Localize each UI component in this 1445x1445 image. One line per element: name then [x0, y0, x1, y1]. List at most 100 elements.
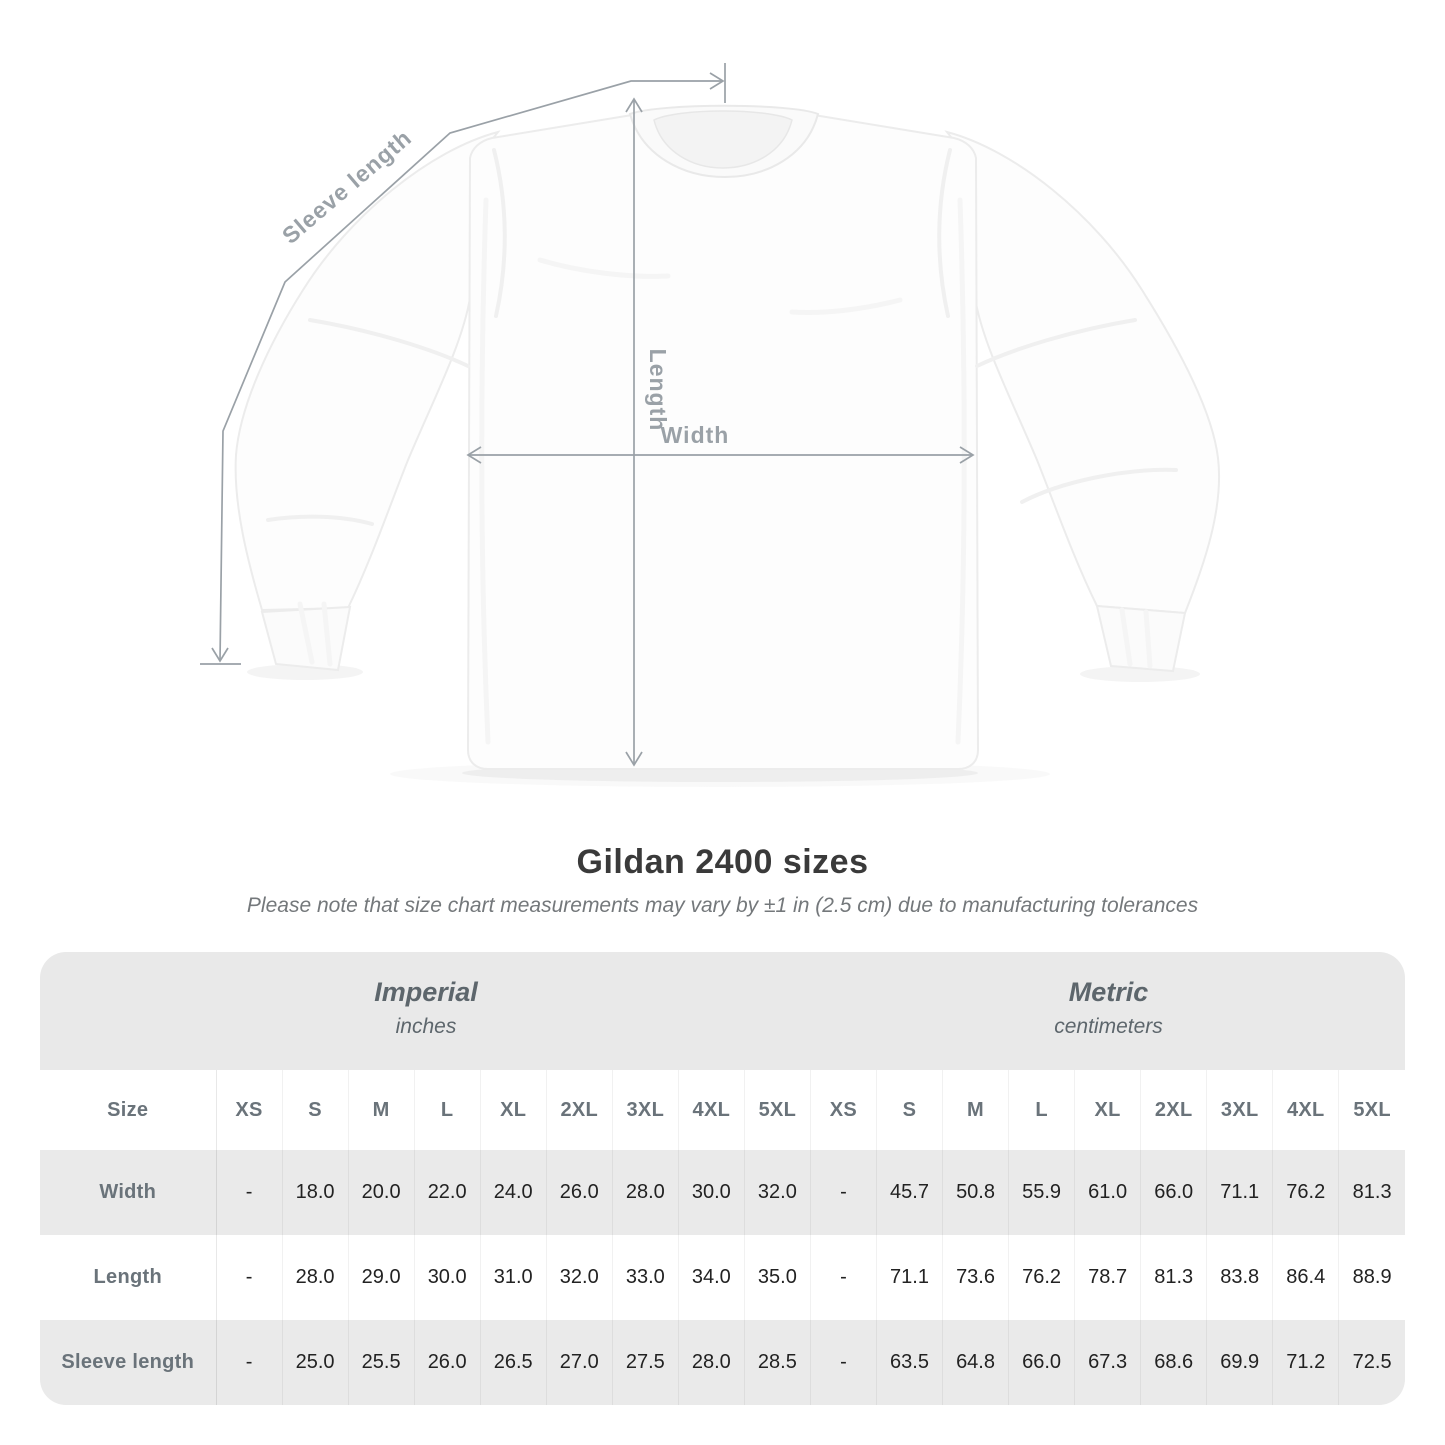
cell-length-metric-m: 73.6	[942, 1235, 1009, 1320]
cell-sleeve-length-metric-xs: -	[809, 1320, 877, 1405]
cell-width-imperial-xs: -	[215, 1150, 283, 1235]
measurement-row-width: Width -18.0 20.0 22.0 24.0 26.0 28.0 30.0 32.0-4…	[40, 1150, 1405, 1235]
right-cuff	[1095, 604, 1187, 673]
size-header-metric-m: M	[942, 1070, 1009, 1150]
cell-width-metric-3xl: 71.1	[1206, 1150, 1273, 1235]
metric-unit-header: Metric centimeters	[812, 952, 1405, 1070]
cell-width-metric-l: 55.9	[1008, 1150, 1075, 1235]
tolerance-note: Please note that size chart measurements…	[246, 894, 1199, 917]
arrowhead-right-icon	[709, 72, 725, 90]
width-dimension	[466, 446, 975, 464]
cell-length-imperial-l: 30.0	[413, 1235, 481, 1320]
arrowhead-up-icon	[625, 97, 643, 113]
cell-sleeve-length-metric-4xl: 71.2	[1272, 1320, 1339, 1405]
unit-header-band: Imperial inches Metric centimeters	[40, 952, 1405, 1070]
row-label-length: Length	[93, 1266, 162, 1288]
cell-sleeve-length-metric-5xl: 72.5	[1338, 1320, 1405, 1405]
arrowhead-down-icon	[211, 647, 229, 663]
cell-sleeve-length-imperial-s: 25.0	[281, 1320, 349, 1405]
long-sleeve-shirt-illustration	[234, 104, 1221, 770]
cell-sleeve-length-imperial-xl: 26.5	[479, 1320, 547, 1405]
width-label: Width	[661, 422, 730, 448]
size-header-metric-2xl: 2XL	[1140, 1070, 1207, 1150]
cell-sleeve-length-imperial-xs: -	[215, 1320, 283, 1405]
arrowhead-down-icon	[625, 751, 643, 767]
cell-width-metric-2xl: 66.0	[1140, 1150, 1207, 1235]
cell-length-imperial-2xl: 32.0	[545, 1235, 613, 1320]
arrowhead-right-icon	[959, 446, 975, 464]
collar-opening	[653, 110, 793, 169]
size-header-metric-3xl: 3XL	[1206, 1070, 1273, 1150]
cell-sleeve-length-metric-xl: 67.3	[1074, 1320, 1141, 1405]
size-table-grid: Size XS S M L XL 2XL 3XL 4XL 5XL XS S M L XL 2XL 3XL 4XL 5…	[40, 1070, 1405, 1405]
cell-width-imperial-3xl: 28.0	[611, 1150, 679, 1235]
right-sleeve	[944, 130, 1221, 615]
cell-width-metric-4xl: 76.2	[1272, 1150, 1339, 1235]
cell-length-imperial-4xl: 34.0	[677, 1235, 745, 1320]
cell-width-metric-xl: 61.0	[1074, 1150, 1141, 1235]
cell-width-imperial-xl: 24.0	[479, 1150, 547, 1235]
size-header-metric-l: L	[1008, 1070, 1075, 1150]
cell-length-metric-l: 76.2	[1008, 1235, 1075, 1320]
cell-width-metric-xs: -	[809, 1150, 877, 1235]
cell-width-imperial-4xl: 30.0	[677, 1150, 745, 1235]
cell-sleeve-length-metric-l: 66.0	[1008, 1320, 1075, 1405]
cell-sleeve-length-imperial-l: 26.0	[413, 1320, 481, 1405]
left-sleeve	[234, 130, 501, 612]
shirt-measurement-diagram: Sleeve length Length Width	[200, 63, 1221, 782]
size-header-imperial-5xl: 5XL	[743, 1070, 811, 1150]
cell-length-imperial-s: 28.0	[281, 1235, 349, 1320]
cell-width-metric-m: 50.8	[942, 1150, 1009, 1235]
cell-length-metric-s: 71.1	[875, 1235, 943, 1320]
cell-sleeve-length-imperial-2xl: 27.0	[545, 1320, 613, 1405]
measurement-row-length: Length -28.0 29.0 30.0 31.0 32.0 33.0 34.0 35.0-…	[40, 1235, 1405, 1320]
cell-length-imperial-5xl: 35.0	[743, 1235, 811, 1320]
sleeve-length-dimension	[200, 63, 726, 665]
cell-sleeve-length-metric-m: 64.8	[942, 1320, 1009, 1405]
cell-sleeve-length-imperial-4xl: 28.0	[677, 1320, 745, 1405]
imperial-label: Imperial	[374, 977, 478, 1007]
cell-sleeve-length-imperial-5xl: 28.5	[743, 1320, 811, 1405]
cell-length-imperial-3xl: 33.0	[611, 1235, 679, 1320]
size-header-imperial-xl: XL	[479, 1070, 547, 1150]
cell-sleeve-length-metric-3xl: 69.9	[1206, 1320, 1273, 1405]
size-column-header: Size	[107, 1098, 149, 1121]
cell-length-imperial-xs: -	[215, 1235, 283, 1320]
row-label-sleeve-length: Sleeve length	[61, 1351, 195, 1373]
fabric-fold-lines	[266, 148, 1178, 745]
cell-width-imperial-5xl: 32.0	[743, 1150, 811, 1235]
cell-length-imperial-m: 29.0	[347, 1235, 415, 1320]
caption-section: Gildan 2400 sizes Please note that size …	[0, 843, 1445, 918]
size-header-imperial-2xl: 2XL	[545, 1070, 613, 1150]
size-header-imperial-m: M	[347, 1070, 415, 1150]
cell-sleeve-length-metric-2xl: 68.6	[1140, 1320, 1207, 1405]
size-header-metric-xs: XS	[809, 1070, 877, 1150]
cell-length-metric-5xl: 88.9	[1338, 1235, 1405, 1320]
size-header-metric-4xl: 4XL	[1272, 1070, 1339, 1150]
size-header-imperial-xs: XS	[215, 1070, 283, 1150]
cell-width-metric-5xl: 81.3	[1338, 1150, 1405, 1235]
size-header-imperial-3xl: 3XL	[611, 1070, 679, 1150]
size-header-row: Size XS S M L XL 2XL 3XL 4XL 5XL XS S M L XL 2XL 3XL 4XL 5…	[40, 1070, 1405, 1150]
cell-length-metric-4xl: 86.4	[1272, 1235, 1339, 1320]
page-title: Gildan 2400 sizes	[576, 843, 869, 881]
size-header-imperial-s: S	[281, 1070, 349, 1150]
length-label: Length	[645, 349, 671, 432]
cell-sleeve-length-imperial-m: 25.5	[347, 1320, 415, 1405]
cell-length-metric-xl: 78.7	[1074, 1235, 1141, 1320]
size-header-metric-s: S	[875, 1070, 943, 1150]
imperial-sublabel: inches	[395, 1015, 457, 1038]
cell-sleeve-length-metric-s: 63.5	[875, 1320, 943, 1405]
cell-length-metric-xs: -	[809, 1235, 877, 1320]
length-dimension	[625, 97, 643, 767]
cell-width-metric-s: 45.7	[875, 1150, 943, 1235]
imperial-unit-header: Imperial inches	[40, 952, 812, 1070]
size-header-imperial-l: L	[413, 1070, 481, 1150]
cell-width-imperial-s: 18.0	[281, 1150, 349, 1235]
row-label-width: Width	[99, 1181, 157, 1203]
size-header-metric-5xl: 5XL	[1338, 1070, 1405, 1150]
cell-width-imperial-2xl: 26.0	[545, 1150, 613, 1235]
shirt-diagram-svg: Sleeve length Length Width	[200, 63, 1221, 782]
cell-length-imperial-xl: 31.0	[479, 1235, 547, 1320]
cell-width-imperial-l: 22.0	[413, 1150, 481, 1235]
